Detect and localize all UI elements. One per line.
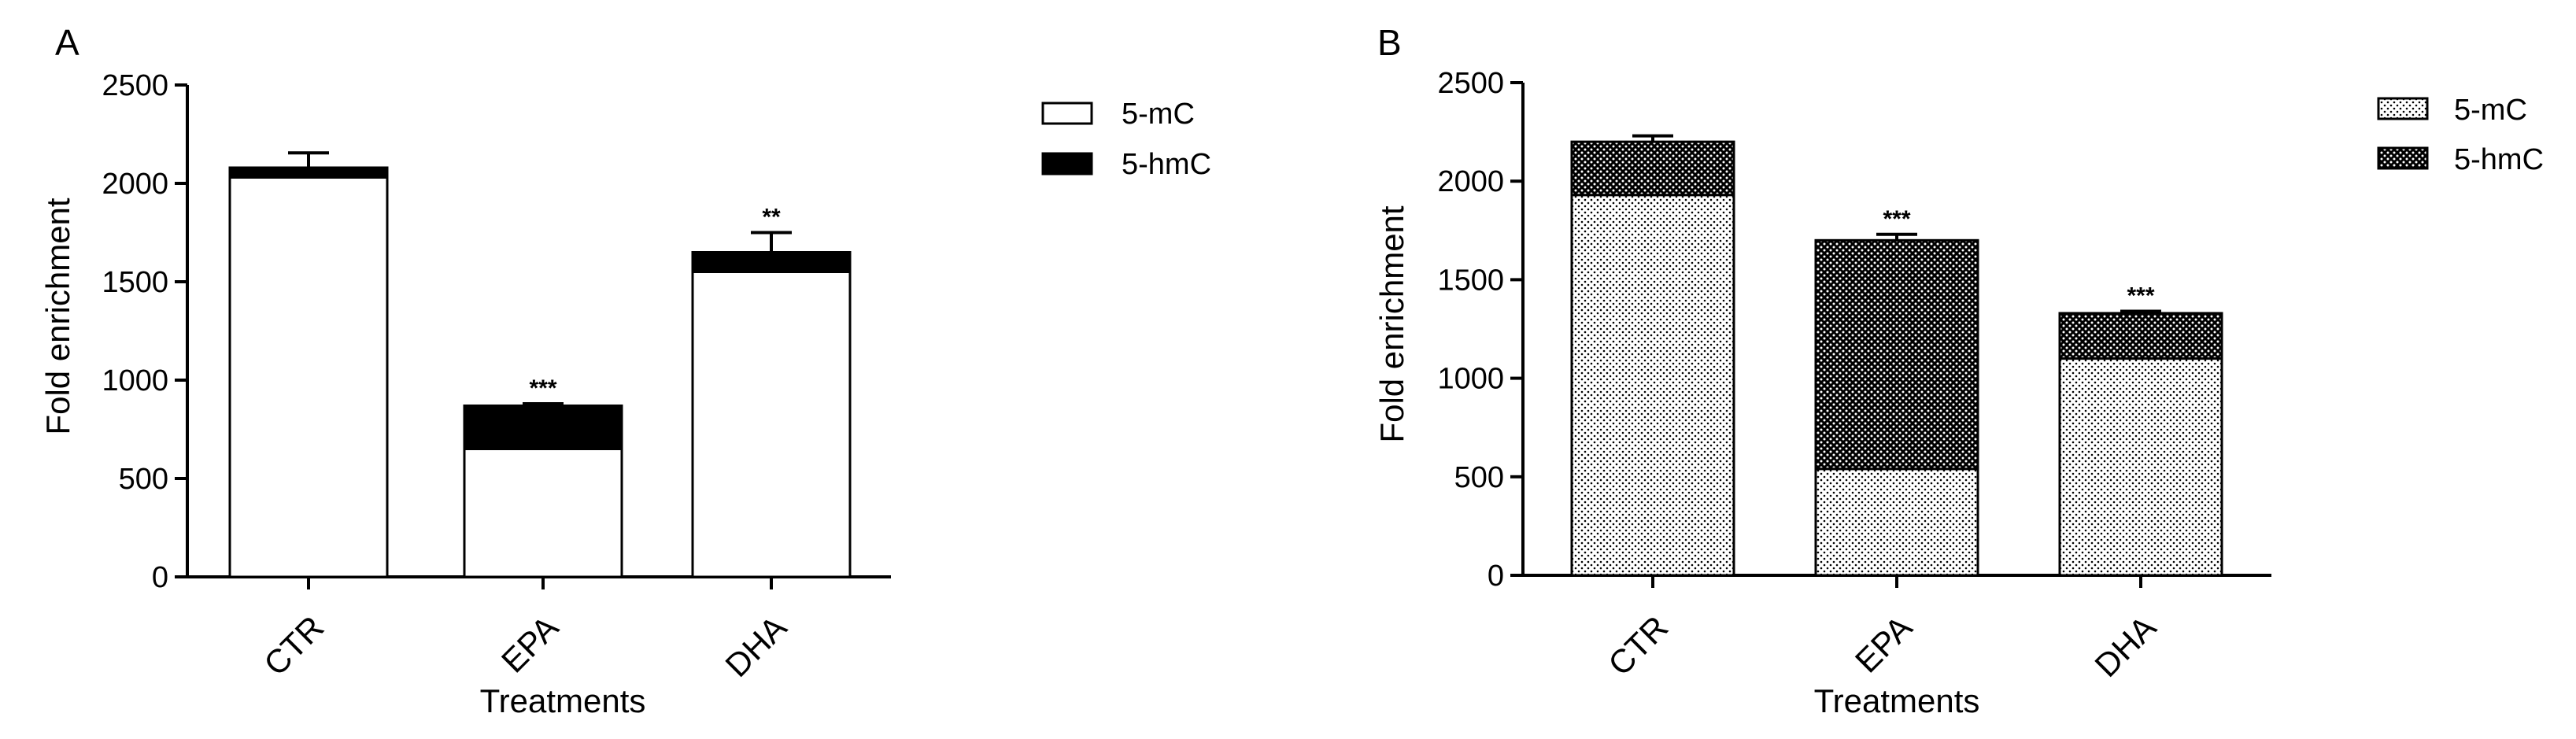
category-label-ctr: CTR: [257, 608, 331, 682]
significance-dha: ***: [2127, 283, 2154, 309]
y-tick-label: 1000: [1437, 363, 1504, 396]
bar-epa-5-hmc: [463, 405, 623, 450]
panel-b-category-labels: CTR EPA DHA: [1601, 575, 2163, 684]
bar-dha-5-hmc: [691, 251, 852, 273]
panel-a-chart: A Fold enrichment Treatments 0 500 1000 150…: [39, 22, 1211, 719]
legend-label-5-hmc: 5-hmC: [1122, 148, 1211, 181]
y-tick-label: 2500: [102, 69, 168, 102]
bar-ctr-5-mc: [228, 176, 389, 578]
panel-label-b: B: [1377, 22, 1402, 63]
y-tick-label: 0: [1488, 560, 1504, 593]
y-tick-label: 2000: [102, 168, 168, 201]
panel-b-y-tick-labels: 0 500 1000 1500 2000 2500: [1437, 67, 1523, 593]
panel-a-legend: 5-mC 5-hmC: [1041, 98, 1211, 181]
y-tick-label: 1000: [102, 364, 168, 397]
category-label-ctr: CTR: [1601, 608, 1675, 682]
panel-b-y-axis-title: Fold enrichment: [1373, 205, 1410, 442]
bar-ctr-5-mc: [1570, 194, 1735, 577]
y-tick-label: 1500: [102, 266, 168, 299]
panel-a-y-axis-title: Fold enrichment: [39, 198, 76, 434]
bar-dha-5-mc: [2058, 357, 2223, 577]
category-label-dha: DHA: [718, 608, 793, 684]
legend-label-5-hmc: 5-hmC: [2454, 143, 2544, 176]
significance-epa: ***: [1883, 206, 1910, 232]
y-tick-label: 1500: [1437, 264, 1504, 297]
panel-b-chart: B Fold enrichment Treatments 0 500 1000 150…: [1373, 22, 2544, 719]
panel-a-category-labels: CTR EPA DHA: [257, 577, 793, 684]
bar-epa-5-mc: [463, 448, 623, 578]
legend-label-5-mc: 5-mC: [1122, 98, 1195, 131]
category-label-dha: DHA: [2087, 608, 2163, 684]
bar-dha-5-hmc: [2058, 312, 2223, 360]
legend-swatch-5-mc: [2377, 97, 2429, 120]
y-tick-label: 0: [152, 561, 168, 594]
bar-ctr-5-hmc: [1570, 140, 1735, 197]
y-tick-label: 2500: [1437, 67, 1504, 100]
y-tick-label: 500: [119, 463, 168, 496]
bar-ctr-5-hmc: [228, 166, 389, 179]
bar-epa-5-hmc: [1814, 238, 1979, 471]
legend-swatch-5-mc: [1041, 102, 1093, 125]
y-tick-label: 500: [1454, 461, 1504, 494]
significance-epa: ***: [529, 375, 556, 401]
panel-label-a: A: [55, 22, 79, 63]
significance-dha: **: [762, 205, 781, 231]
bar-dha-5-mc: [691, 271, 852, 578]
legend-label-5-mc: 5-mC: [2454, 94, 2527, 127]
panel-b-legend: 5-mC 5-hmC: [2377, 94, 2544, 176]
panel-a-y-tick-labels: 0 500 1000 1500 2000 2500: [102, 69, 187, 594]
legend-swatch-5-hmc: [2377, 146, 2429, 170]
category-label-epa: EPA: [1848, 608, 1919, 679]
panel-b-bars: *** ***: [1570, 134, 2223, 577]
category-label-epa: EPA: [494, 608, 565, 679]
panel-b-x-axis-title: Treatments: [1814, 682, 1980, 719]
panel-a-bars: *****: [228, 151, 852, 578]
y-tick-label: 2000: [1437, 165, 1504, 198]
bar-epa-5-mc: [1814, 467, 1979, 577]
legend-swatch-5-hmc: [1041, 152, 1093, 176]
panel-a-x-axis-title: Treatments: [480, 682, 646, 719]
